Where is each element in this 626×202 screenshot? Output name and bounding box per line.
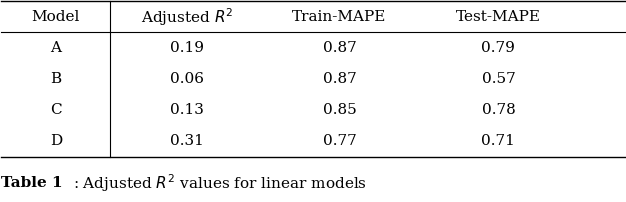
Text: 0.71: 0.71 xyxy=(481,134,515,148)
Text: Test-MAPE: Test-MAPE xyxy=(456,10,541,24)
Text: 0.57: 0.57 xyxy=(481,72,515,86)
Text: 0.77: 0.77 xyxy=(322,134,356,148)
Text: 0.06: 0.06 xyxy=(170,72,204,86)
Text: : Adjusted $R^2$ values for linear models: : Adjusted $R^2$ values for linear model… xyxy=(73,172,367,194)
Text: Table 1: Table 1 xyxy=(1,176,63,190)
Text: Model: Model xyxy=(32,10,80,24)
Text: 0.19: 0.19 xyxy=(170,41,204,55)
Text: B: B xyxy=(50,72,61,86)
Text: A: A xyxy=(51,41,61,55)
Text: 0.13: 0.13 xyxy=(170,103,203,117)
Text: 0.87: 0.87 xyxy=(322,72,356,86)
Text: 0.87: 0.87 xyxy=(322,41,356,55)
Text: D: D xyxy=(50,134,62,148)
Text: Train-MAPE: Train-MAPE xyxy=(292,10,387,24)
Text: 0.85: 0.85 xyxy=(322,103,356,117)
Text: Adjusted $R^2$: Adjusted $R^2$ xyxy=(141,6,233,28)
Text: 0.78: 0.78 xyxy=(481,103,515,117)
Text: 0.31: 0.31 xyxy=(170,134,203,148)
Text: C: C xyxy=(50,103,62,117)
Text: 0.79: 0.79 xyxy=(481,41,515,55)
